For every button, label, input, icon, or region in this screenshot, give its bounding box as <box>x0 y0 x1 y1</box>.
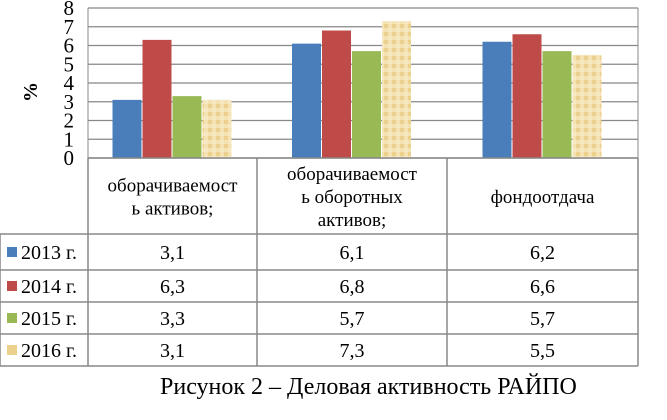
category-label: оборачиваемост <box>287 164 418 185</box>
legend-label: 2016 г. <box>21 340 77 362</box>
y-tick-label: 4 <box>64 71 75 95</box>
data-value: 5,5 <box>530 340 555 362</box>
category-label: фондоотдача <box>491 187 595 208</box>
figure-caption: Рисунок 2 – Деловая активность РАЙПО <box>160 374 577 400</box>
y-tick-label: 7 <box>64 15 75 39</box>
y-tick-label: 5 <box>64 52 75 76</box>
bar-2016-cat0 <box>202 99 232 158</box>
y-tick-label: 3 <box>64 90 75 114</box>
data-value: 3,1 <box>160 242 185 264</box>
bar-2013-cat1 <box>292 43 321 158</box>
y-axis-label: % <box>20 82 42 102</box>
bar-2014-cat0 <box>142 39 172 158</box>
data-value: 3,3 <box>160 308 185 330</box>
bar-2015-cat2 <box>542 51 572 158</box>
category-label: ь оборотных <box>301 187 403 208</box>
data-value: 6,8 <box>340 276 365 298</box>
bar-2016-cat2 <box>572 54 602 158</box>
data-value: 5,7 <box>530 308 555 330</box>
bar-2013-cat2 <box>482 41 512 158</box>
data-value: 6,1 <box>340 242 365 264</box>
category-label: активов; <box>318 210 386 231</box>
bar-2015-cat0 <box>172 96 202 158</box>
y-tick-label: 6 <box>64 34 75 58</box>
y-tick-label: 1 <box>64 127 75 151</box>
legend-key-2015 <box>7 313 17 323</box>
legend-label: 2015 г. <box>21 308 77 330</box>
y-tick-label: 8 <box>64 0 75 20</box>
category-label: оборачиваемост <box>108 176 239 197</box>
bar-2014-cat2 <box>512 34 542 158</box>
y-tick-label: 2 <box>64 109 75 133</box>
legend-key-2016 <box>7 345 17 355</box>
data-value: 6,6 <box>530 276 555 298</box>
category-label: ь активов; <box>132 199 214 220</box>
bar-2015-cat1 <box>352 51 381 158</box>
data-value: 5,7 <box>340 308 365 330</box>
bar-2016-cat1 <box>382 21 411 158</box>
data-value: 7,3 <box>340 340 365 362</box>
data-value: 6,3 <box>160 276 185 298</box>
data-value: 6,2 <box>530 242 555 264</box>
data-value: 3,1 <box>160 340 185 362</box>
legend-label: 2013 г. <box>21 242 77 264</box>
y-tick-label: 0 <box>64 146 75 170</box>
legend-label: 2014 г. <box>21 276 77 298</box>
legend-key-2013 <box>7 247 17 257</box>
legend-key-2014 <box>7 281 17 291</box>
bar-2013-cat0 <box>112 99 142 158</box>
bar-2014-cat1 <box>322 30 351 158</box>
